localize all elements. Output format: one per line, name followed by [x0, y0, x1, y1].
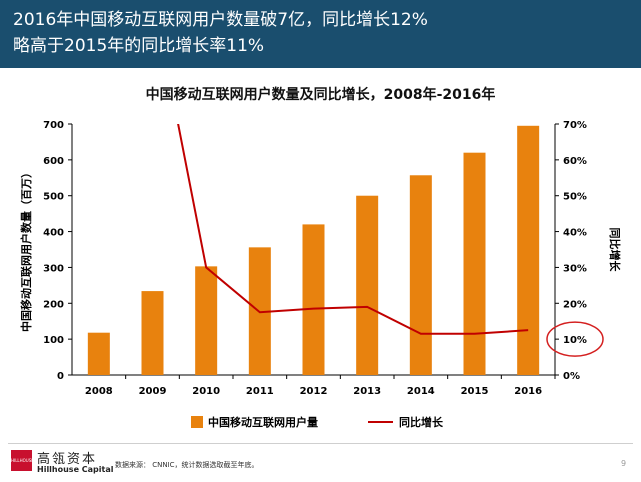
- footer-divider: [8, 443, 633, 444]
- bar-2009: [141, 291, 164, 375]
- data-source-note: 数据来源： CNNIC，统计数据选取截至年底。: [115, 461, 259, 469]
- headline-line-1: 2016年中国移动互联网用户数量破7亿，同比增长12%: [13, 10, 428, 30]
- bar-2012: [302, 224, 325, 375]
- x-tick-label: 2016: [514, 386, 542, 397]
- bar-2013: [356, 195, 379, 375]
- x-tick-label: 2011: [246, 386, 274, 397]
- headline-line-2: 略高于2015年的同比增长率11%: [13, 36, 265, 56]
- growth-line: [177, 124, 529, 335]
- y-tick-label-right: 20%: [563, 299, 587, 310]
- y-tick-label-right: 60%: [563, 156, 587, 167]
- y-tick-label-left: 300: [43, 263, 64, 274]
- legend-label-line: 同比增长: [399, 415, 444, 429]
- y-tick-label-right: 10%: [563, 335, 587, 346]
- x-tick-label: 2010: [192, 386, 220, 397]
- x-tick-label: 2008: [85, 386, 113, 397]
- y-tick-label-left: 400: [43, 228, 64, 239]
- y-tick-label-left: 100: [43, 335, 64, 346]
- y-tick-label-right: 70%: [563, 120, 587, 131]
- y-tick-label-left: 600: [43, 156, 64, 167]
- y-tick-label-right: 50%: [563, 192, 587, 203]
- highlight-circle: [546, 321, 604, 357]
- y-tick-label-left: 200: [43, 299, 64, 310]
- x-tick-label: 2012: [300, 386, 328, 397]
- company-name-en: Hillhouse Capital: [37, 465, 114, 474]
- y-tick-label-left: 700: [43, 120, 64, 131]
- x-tick-label: 2013: [353, 386, 381, 397]
- y-tick-label-right: 0%: [563, 371, 580, 382]
- hillhouse-logo-icon: HILLHOUSE: [11, 450, 32, 471]
- y-axis-title-right: 同比增长: [608, 228, 622, 273]
- y-tick-label-right: 40%: [563, 228, 587, 239]
- chart-title: 中国移动互联网用户数量及同比增长，2008年-2016年: [145, 87, 496, 103]
- legend-label-bar: 中国移动互联网用户量: [208, 415, 318, 429]
- bar-2015: [463, 152, 486, 375]
- x-tick-label: 2014: [407, 386, 435, 397]
- bar-2016: [517, 125, 540, 376]
- y-axis-title-left: 中国移动互联网用户数量（百万）: [19, 167, 33, 332]
- page-number: 9: [621, 459, 627, 468]
- bar-2008: [87, 332, 110, 375]
- y-tick-label-right: 30%: [563, 263, 587, 274]
- y-tick-label-left: 0: [57, 371, 64, 382]
- y-tick-label-left: 500: [43, 192, 64, 203]
- x-tick-label: 2009: [139, 386, 167, 397]
- x-tick-label: 2015: [461, 386, 489, 397]
- legend-swatch-bar: [191, 416, 203, 428]
- slide-header: 2016年中国移动互联网用户数量破7亿，同比增长12% 略高于2015年的同比增…: [0, 0, 641, 68]
- bar-2010: [195, 266, 218, 375]
- bar-2014: [409, 175, 432, 375]
- company-name-cn: 高瓴资本: [37, 452, 98, 467]
- combo-chart: 0 100 200 300 400 500 600 700 0% 10% 20% 30% 40% 50% 6…: [19, 120, 622, 429]
